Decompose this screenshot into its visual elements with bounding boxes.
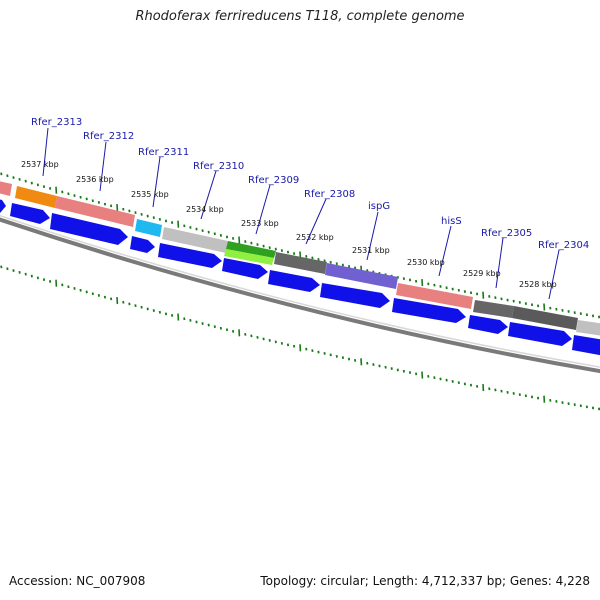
gene-label-hiss: hisS	[441, 216, 462, 227]
feature-cyan	[135, 219, 162, 237]
label-leaders	[42, 127, 560, 300]
gene-label-ispg: ispG	[368, 201, 390, 212]
leader-ispg	[366, 211, 379, 261]
kbp-label-2532: 2532 kbp	[296, 233, 334, 242]
gene-label-rfer2309: Rfer_2309	[248, 175, 299, 186]
cds-arrow-6	[268, 270, 320, 292]
cds-arrow-7	[320, 283, 390, 308]
gene-label-rfer2305: Rfer_2305	[481, 228, 532, 239]
gene-label-rfer2310: Rfer_2310	[193, 161, 244, 172]
feature-salmon-left	[0, 181, 12, 196]
cds-arrow-8	[392, 298, 466, 323]
kbp-label-2531: 2531 kbp	[352, 246, 390, 255]
map-title: Rhodoferax ferrireducens T118, complete …	[135, 9, 465, 24]
leader-rfer2305	[495, 237, 504, 289]
leader-rfer2310	[200, 170, 217, 220]
genome-backbone-highlight	[0, 214, 600, 368]
inner-tick-ring	[0, 265, 600, 411]
genome-summary: Topology: circular; Length: 4,712,337 bp…	[260, 574, 590, 588]
outer-tick-ring	[0, 172, 600, 319]
cds-arrow-4	[158, 243, 222, 268]
feature-dark-gray-b	[473, 300, 514, 318]
leader-hiss	[438, 225, 452, 277]
feature-purple	[325, 263, 398, 289]
gene-label-rfer2304: Rfer_2304	[538, 240, 589, 251]
leader-rfer2308	[305, 198, 327, 245]
leader-rfer2311	[152, 156, 161, 208]
kbp-label-2530: 2530 kbp	[407, 258, 445, 267]
kbp-label-2533: 2533 kbp	[241, 219, 279, 228]
feature-track	[0, 181, 600, 336]
gene-labels: Rfer_2313 Rfer_2312 Rfer_2311 Rfer_2310 …	[31, 117, 589, 251]
cds-arrow-5	[222, 258, 268, 279]
kbp-label-2534: 2534 kbp	[186, 205, 224, 214]
kbp-label-2528: 2528 kbp	[519, 280, 557, 289]
cds-arrow-0	[0, 199, 6, 213]
feature-dark-gray-c	[512, 306, 578, 330]
feature-green	[226, 241, 276, 258]
feature-salmon-a	[55, 196, 135, 227]
feature-light-gray	[162, 227, 228, 253]
accession-label: Accession: NC_007908	[9, 574, 146, 588]
cds-arrow-3	[130, 236, 155, 253]
genome-backbone	[0, 217, 600, 374]
gene-label-rfer2312: Rfer_2312	[83, 131, 134, 142]
feature-orange	[15, 186, 57, 208]
cds-arrow-11	[572, 335, 600, 356]
cds-arrow-9	[468, 315, 508, 334]
gene-label-rfer2313: Rfer_2313	[31, 117, 82, 128]
leader-rfer2313	[42, 127, 49, 177]
cds-arrow-10	[508, 322, 572, 346]
gene-label-rfer2311: Rfer_2311	[138, 147, 189, 158]
feature-dark-gray-a	[274, 252, 327, 274]
feature-light-gray-right	[576, 320, 600, 336]
kbp-label-2529: 2529 kbp	[463, 269, 501, 278]
kbp-label-2537: 2537 kbp	[21, 160, 59, 169]
feature-lime	[224, 249, 274, 265]
kbp-label-2536: 2536 kbp	[76, 175, 114, 184]
kbp-label-2535: 2535 kbp	[131, 190, 169, 199]
gene-label-rfer2308: Rfer_2308	[304, 189, 355, 200]
leader-rfer2304	[548, 249, 560, 300]
cds-arrow-track	[0, 199, 600, 356]
leader-rfer2312	[99, 141, 107, 192]
cds-arrow-2	[50, 213, 128, 245]
cds-arrow-1	[10, 203, 50, 224]
kbp-labels: 2537 kbp 2536 kbp 2535 kbp 2534 kbp 2533…	[21, 160, 557, 289]
leader-rfer2309	[255, 184, 271, 235]
feature-salmon-b	[396, 283, 473, 309]
